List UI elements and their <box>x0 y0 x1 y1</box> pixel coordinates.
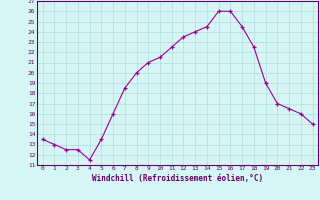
X-axis label: Windchill (Refroidissement éolien,°C): Windchill (Refroidissement éolien,°C) <box>92 174 263 183</box>
